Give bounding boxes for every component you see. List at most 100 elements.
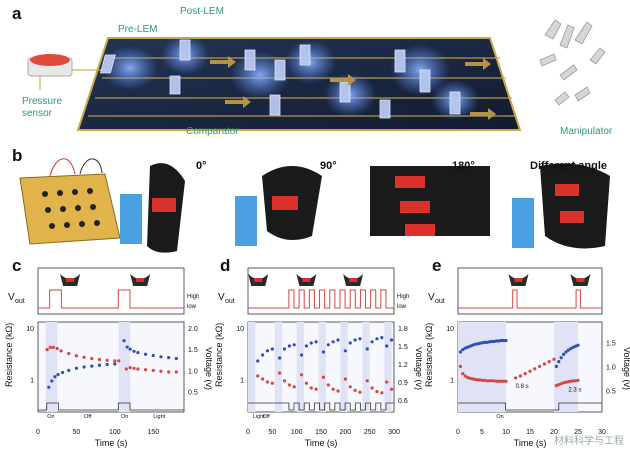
x-tick-label: 15 <box>526 429 534 436</box>
right-tick-label: 1.5 <box>398 344 408 351</box>
data-point <box>348 385 352 389</box>
data-point <box>82 365 86 369</box>
data-point <box>159 369 163 373</box>
data-point <box>499 338 503 343</box>
plot-frame <box>37 321 185 413</box>
left-tick-label: 1 <box>30 378 34 385</box>
pressure-sensor-label-line2: sensor <box>22 108 53 119</box>
data-point <box>358 337 362 341</box>
angle-label-90: 90° <box>320 160 337 172</box>
bar-label: On <box>47 414 54 420</box>
data-point <box>461 372 465 376</box>
gripper-red-icon <box>514 278 523 282</box>
x-tick-label: 50 <box>268 429 276 436</box>
data-point <box>571 379 575 383</box>
data-point <box>265 380 270 384</box>
data-point <box>125 345 129 349</box>
vout-sub: out <box>225 298 235 305</box>
data-point <box>314 340 318 344</box>
vout-frame <box>247 267 395 315</box>
panel-label-c: c <box>12 256 22 275</box>
pressure-sensor <box>27 54 73 77</box>
vout-label: V <box>8 292 15 303</box>
data-point <box>375 337 379 341</box>
data-point <box>358 390 362 394</box>
low-label: low <box>187 304 197 310</box>
data-point <box>547 360 551 364</box>
data-point <box>55 346 59 351</box>
data-point <box>336 338 340 342</box>
data-point <box>473 342 477 346</box>
data-point <box>487 379 491 383</box>
data-point <box>365 379 369 383</box>
data-point <box>270 381 274 385</box>
data-point <box>380 336 384 340</box>
data-point <box>458 364 462 368</box>
data-point <box>478 378 482 382</box>
data-point <box>499 379 503 383</box>
data-point <box>557 360 561 364</box>
data-point <box>60 370 65 375</box>
data-point <box>117 359 121 363</box>
vout-label: V <box>218 292 225 303</box>
shaded-region <box>274 322 283 412</box>
data-point <box>504 379 508 383</box>
shaded-region <box>248 322 256 412</box>
right-tick-label: 1.5 <box>606 340 616 347</box>
data-point <box>122 339 126 343</box>
data-point <box>132 349 136 353</box>
right-tick-label: 1.0 <box>188 368 198 375</box>
annotation: 0.8 s <box>516 384 529 390</box>
right-tick-label: 1.0 <box>606 364 616 371</box>
shaded-region <box>118 322 131 412</box>
data-point <box>143 352 148 356</box>
data-point <box>74 366 79 370</box>
data-point <box>97 363 102 367</box>
data-point <box>124 367 128 371</box>
angle-label-different: Different angle <box>530 160 608 172</box>
left-tick-label: 1 <box>240 378 244 385</box>
data-point <box>128 347 132 351</box>
data-point <box>45 348 49 352</box>
data-point <box>304 381 308 385</box>
x-axis-label: Time (s) <box>95 438 128 448</box>
gripper-red-icon <box>576 278 585 282</box>
bottom-signal <box>248 402 394 411</box>
data-point <box>542 362 546 366</box>
data-point <box>336 389 340 393</box>
data-point <box>309 386 313 390</box>
data-point <box>151 368 155 373</box>
data-point <box>485 379 489 383</box>
y-axis-right-label: Voltage (v) <box>414 347 422 390</box>
data-point <box>389 338 394 342</box>
data-point <box>67 351 71 356</box>
x-axis-label: Time (s) <box>305 438 338 448</box>
data-point <box>487 340 491 344</box>
bar-label: Off <box>84 414 92 420</box>
data-point <box>48 345 52 350</box>
data-point <box>528 369 532 373</box>
data-point <box>463 346 467 350</box>
angle-label-180: 180° <box>452 160 475 172</box>
x-tick-label: 50 <box>73 429 81 436</box>
data-point <box>569 379 573 383</box>
vout-signal <box>248 289 394 309</box>
data-point <box>370 340 374 344</box>
data-point <box>321 375 326 379</box>
data-point <box>67 368 71 372</box>
data-point <box>514 376 518 380</box>
data-point <box>466 345 470 349</box>
data-point <box>554 364 558 368</box>
x-tick-label: 30 <box>598 429 606 436</box>
data-point <box>348 341 352 345</box>
data-point <box>559 356 563 360</box>
data-point <box>265 349 270 353</box>
data-point <box>494 339 498 343</box>
data-point <box>564 350 568 354</box>
data-point <box>564 380 568 384</box>
y-axis-right-label: Voltage (v) <box>622 347 630 390</box>
x-tick-label: 0 <box>36 429 40 436</box>
data-point <box>562 352 566 356</box>
panel-label-d: d <box>220 256 231 275</box>
